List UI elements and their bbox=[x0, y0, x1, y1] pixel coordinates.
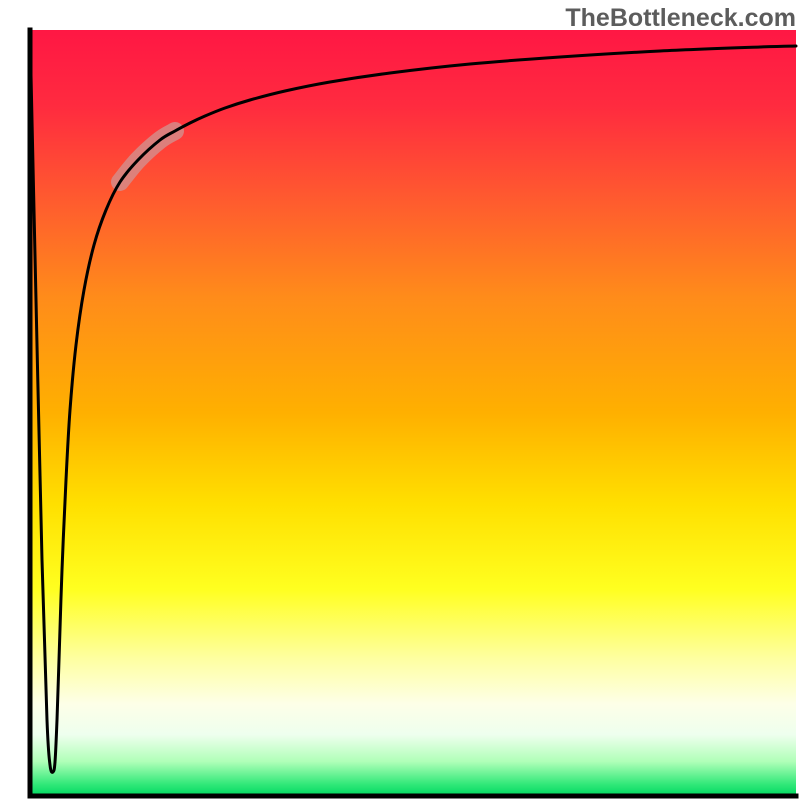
chart-svg bbox=[0, 0, 800, 800]
watermark-text: TheBottleneck.com bbox=[565, 4, 796, 33]
chart-container: TheBottleneck.com bbox=[0, 0, 800, 800]
